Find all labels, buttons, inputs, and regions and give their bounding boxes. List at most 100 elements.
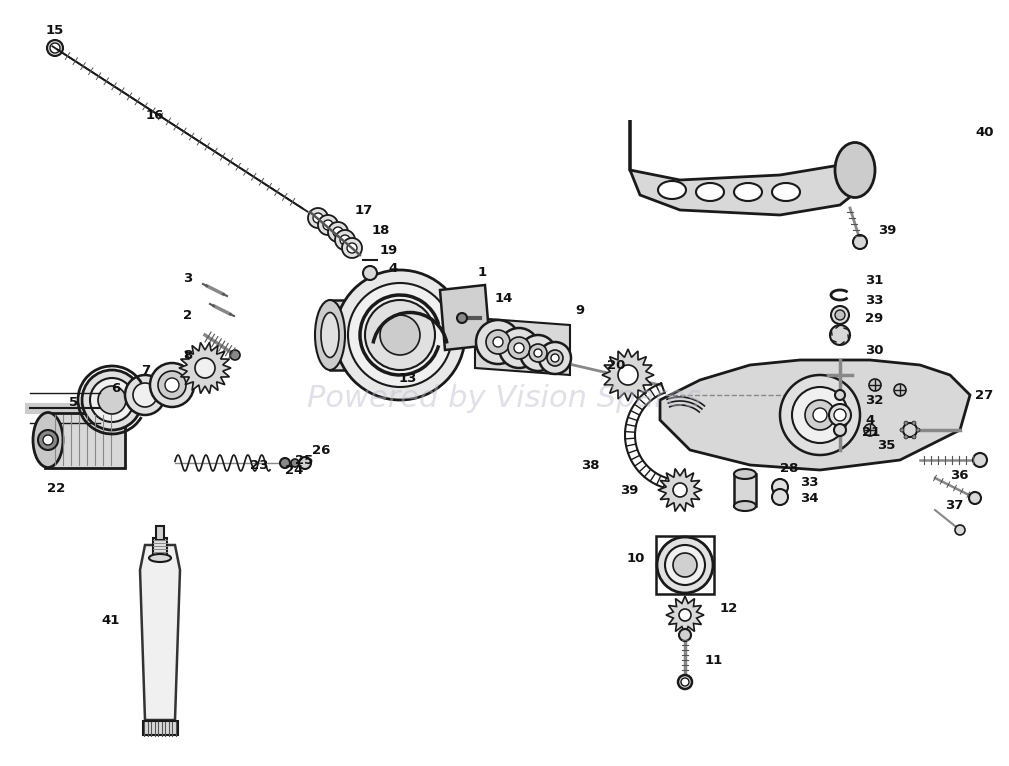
Circle shape [299, 457, 311, 469]
Circle shape [912, 421, 916, 425]
Text: 31: 31 [865, 273, 883, 286]
Circle shape [476, 320, 520, 364]
Circle shape [47, 40, 63, 56]
Text: 26: 26 [312, 444, 330, 457]
FancyBboxPatch shape [142, 721, 178, 735]
Circle shape [780, 375, 860, 455]
Circle shape [681, 678, 689, 686]
Circle shape [792, 387, 848, 443]
Text: 39: 39 [620, 483, 638, 496]
Circle shape [230, 350, 240, 360]
Text: 23: 23 [250, 459, 268, 472]
Circle shape [493, 337, 503, 347]
Circle shape [547, 350, 563, 366]
Circle shape [673, 553, 697, 577]
Circle shape [831, 306, 849, 324]
Ellipse shape [321, 313, 339, 358]
Text: 24: 24 [285, 463, 304, 476]
Text: 22: 22 [46, 482, 65, 495]
Circle shape [133, 383, 157, 407]
Polygon shape [666, 596, 704, 634]
Polygon shape [440, 285, 490, 350]
Text: 39: 39 [878, 224, 896, 237]
Circle shape [342, 238, 362, 258]
Circle shape [679, 629, 691, 641]
Circle shape [912, 435, 916, 439]
Circle shape [508, 337, 530, 359]
Text: 17: 17 [355, 204, 373, 217]
Circle shape [347, 243, 357, 253]
Circle shape [679, 609, 691, 621]
FancyBboxPatch shape [734, 474, 756, 506]
Circle shape [313, 213, 323, 223]
Circle shape [673, 483, 687, 497]
Circle shape [678, 675, 692, 689]
Text: 21: 21 [862, 425, 880, 438]
Circle shape [665, 545, 705, 585]
Circle shape [772, 489, 788, 505]
Ellipse shape [835, 142, 875, 198]
Text: 32: 32 [865, 394, 883, 407]
Text: 33: 33 [865, 293, 884, 306]
Circle shape [348, 283, 452, 387]
FancyBboxPatch shape [45, 413, 125, 467]
Text: 33: 33 [800, 476, 818, 489]
Circle shape [657, 537, 713, 593]
Circle shape [486, 330, 510, 354]
Circle shape [380, 315, 420, 355]
Circle shape [82, 370, 142, 430]
Text: 16: 16 [146, 109, 164, 122]
Circle shape [125, 375, 165, 415]
Circle shape [834, 409, 846, 421]
Text: 7: 7 [141, 364, 150, 377]
Circle shape [834, 424, 846, 436]
Circle shape [333, 227, 343, 237]
Circle shape [904, 435, 908, 439]
Circle shape [864, 424, 876, 436]
Text: 41: 41 [102, 614, 120, 627]
Ellipse shape [734, 501, 756, 511]
Circle shape [916, 428, 920, 432]
Polygon shape [660, 360, 970, 470]
Circle shape [281, 458, 290, 468]
Text: 15: 15 [45, 24, 65, 37]
Circle shape [365, 300, 435, 370]
Circle shape [904, 421, 908, 425]
Circle shape [98, 386, 126, 414]
Circle shape [869, 379, 881, 391]
Text: Powered by Vision Spares: Powered by Vision Spares [308, 384, 701, 413]
Circle shape [165, 378, 179, 392]
Text: 3: 3 [183, 271, 192, 284]
Text: 11: 11 [705, 653, 723, 666]
Circle shape [539, 342, 571, 374]
Polygon shape [330, 300, 390, 370]
Text: 34: 34 [800, 492, 818, 505]
Circle shape [830, 325, 850, 345]
Circle shape [90, 378, 134, 422]
Polygon shape [140, 545, 180, 720]
Ellipse shape [315, 300, 345, 370]
Ellipse shape [33, 413, 63, 467]
Circle shape [520, 335, 556, 371]
Polygon shape [475, 318, 570, 375]
Ellipse shape [734, 183, 762, 201]
Circle shape [772, 479, 788, 495]
Circle shape [308, 208, 328, 228]
Text: 38: 38 [581, 459, 600, 472]
Text: 10: 10 [627, 552, 645, 565]
Circle shape [835, 310, 845, 320]
Circle shape [829, 404, 851, 426]
Circle shape [195, 358, 215, 378]
Text: 27: 27 [975, 388, 993, 401]
Circle shape [335, 230, 355, 250]
Text: 37: 37 [945, 499, 964, 512]
Text: 9: 9 [575, 303, 584, 316]
Circle shape [805, 400, 835, 430]
Circle shape [38, 430, 58, 450]
Text: 1: 1 [478, 266, 487, 279]
Circle shape [158, 371, 186, 399]
Ellipse shape [772, 183, 800, 201]
Circle shape [551, 354, 559, 362]
Text: 6: 6 [111, 381, 120, 394]
Text: 25: 25 [295, 453, 313, 466]
